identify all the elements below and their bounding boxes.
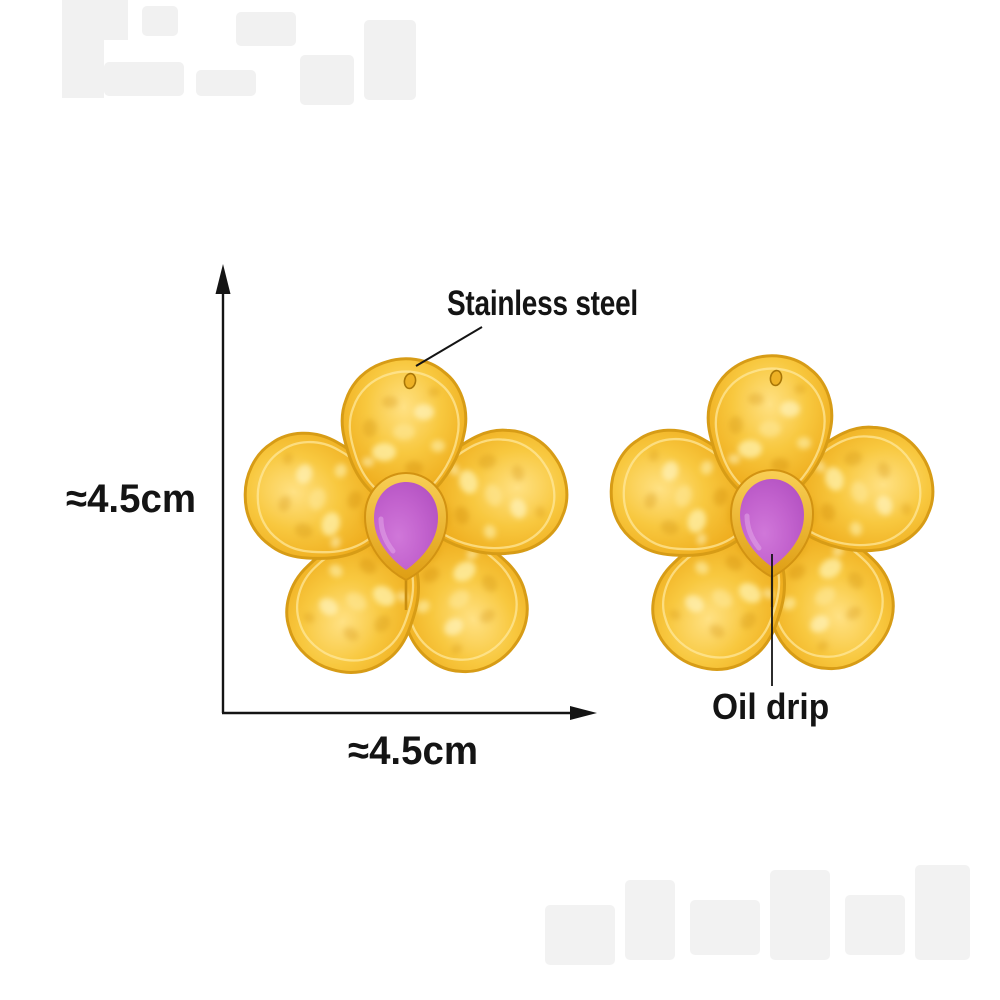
gold-flower-icon <box>229 359 581 697</box>
feature-label: Oil drip <box>712 686 830 727</box>
watermark-scribble-bottom-right <box>545 865 970 965</box>
height-dimension-label: ≈4.5cm <box>66 477 196 521</box>
watermark-scribble-top-left <box>62 0 416 105</box>
flower-earring-left <box>229 359 581 697</box>
material-pointer-line <box>415 326 483 367</box>
material-label: Stainless steel <box>447 284 638 323</box>
width-dimension-arrow <box>222 706 597 720</box>
width-dimension-label: ≈4.5cm <box>348 729 478 773</box>
height-dimension-arrow <box>215 264 231 713</box>
arrow-up-icon <box>215 264 231 294</box>
arrow-right-icon <box>570 706 597 720</box>
